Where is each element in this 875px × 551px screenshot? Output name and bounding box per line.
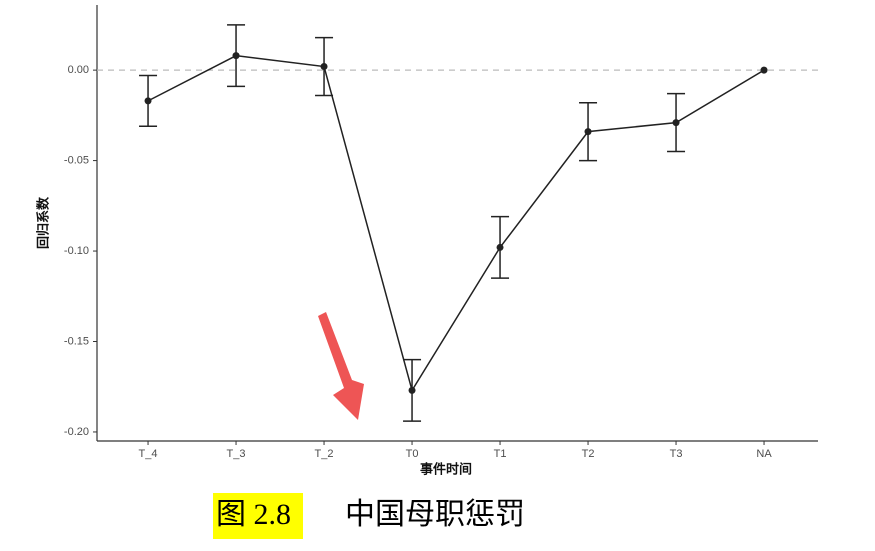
point (144, 97, 152, 105)
point (320, 63, 328, 71)
caption-text: 中国母职惩罚 (345, 498, 525, 531)
caption-label: 图 2.8 (216, 498, 291, 531)
y-tick-label: -0.15 (64, 335, 89, 347)
point (496, 243, 504, 251)
y-axis-label: 回归系数 (35, 196, 50, 249)
x-tick-label: T1 (494, 448, 507, 460)
y-tick-label: -0.05 (64, 154, 89, 166)
x-tick-label: T0 (406, 448, 419, 460)
x-tick-label: T_4 (139, 448, 158, 460)
y-tick-label: 0.00 (68, 64, 89, 76)
y-tick-label: -0.10 (64, 245, 89, 257)
x-tick-label: T_2 (315, 448, 334, 460)
arrow-annotation (318, 312, 364, 420)
caption-highlight (213, 493, 303, 539)
y-tick-label: -0.20 (64, 426, 89, 438)
x-tick-label: NA (756, 448, 772, 460)
point (672, 119, 680, 127)
x-axis-label: 事件时间 (420, 461, 472, 476)
point (584, 128, 592, 136)
x-tick-label: T3 (670, 448, 683, 460)
x-tick-label: T_3 (227, 448, 246, 460)
point (760, 66, 768, 74)
x-tick-label: T2 (582, 448, 595, 460)
line (147, 54, 765, 393)
point (232, 52, 240, 60)
point (408, 386, 416, 394)
